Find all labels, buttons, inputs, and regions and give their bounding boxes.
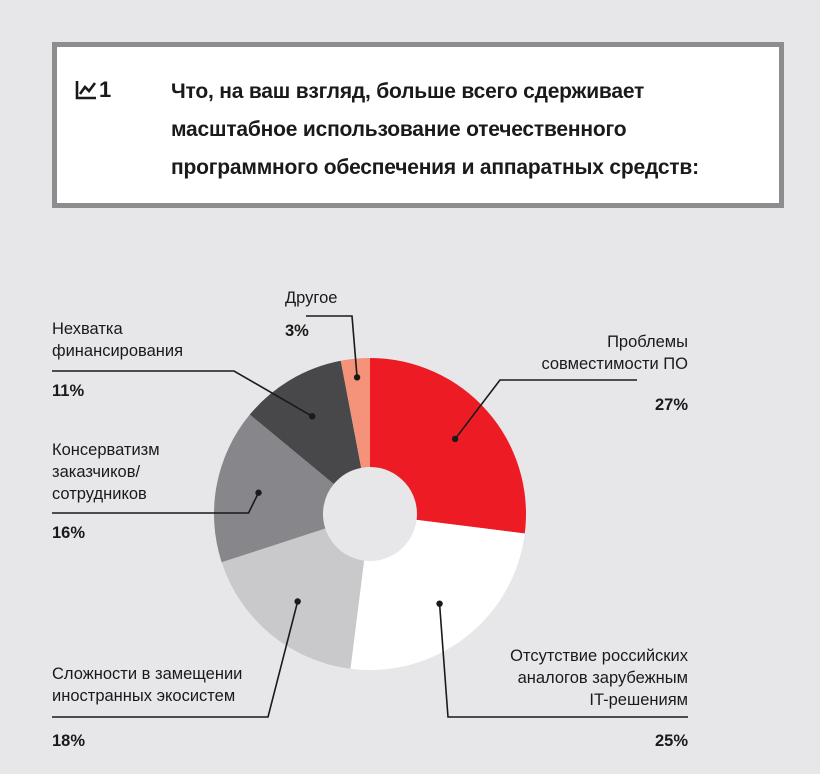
slice-label-line: Сложности в замещении	[52, 665, 242, 683]
slice-label-line: совместимости ПО	[541, 355, 688, 373]
leader-line-1	[438, 603, 688, 718]
slice-value-3: 16%	[52, 524, 85, 542]
leader-dot-2	[294, 598, 301, 605]
slice-label-0: Проблемы совместимости ПО	[541, 333, 688, 373]
slice-5	[340, 358, 370, 468]
leader-dot-5	[353, 374, 361, 381]
slice-label-line: Консерватизм	[52, 441, 160, 459]
slice-label-line: финансирования	[52, 342, 183, 360]
leader-line-5	[306, 315, 358, 378]
slice-label-line: Другое	[285, 289, 337, 307]
leader-dot-3	[255, 489, 262, 496]
slice-value-2: 18%	[52, 732, 85, 750]
slice-value-1: 25%	[655, 732, 688, 750]
leader-dot-1	[436, 600, 443, 607]
slice-value-4: 11%	[52, 382, 84, 400]
slice-label-line: аналогов зарубежным	[518, 669, 688, 687]
leader-line-2	[52, 601, 299, 718]
slice-label-line: сотрудников	[52, 485, 147, 503]
slice-label-line: IT-решениям	[589, 691, 688, 709]
slice-label-line: иностранных экосистем	[52, 687, 235, 705]
leader-line-4	[52, 370, 313, 417]
slice-label-line: Нехватка	[52, 320, 124, 338]
slice-label-1: Отсутствие российских аналогов зарубежным…	[510, 647, 689, 709]
slice-value-5: 3%	[285, 322, 309, 340]
slice-1	[350, 519, 525, 670]
slice-label-5: Другое	[285, 289, 337, 307]
slice-label-line: Отсутствие российских	[510, 647, 689, 665]
leader-dot-4	[309, 413, 316, 420]
slice-value-0: 27%	[655, 396, 688, 414]
slice-label-line: заказчиков/	[52, 463, 140, 481]
question-number-text: 1	[99, 77, 112, 102]
slice-3	[213, 414, 334, 563]
question-box: 1 Что, на ваш взгляд, больше всего сдерж…	[52, 42, 784, 208]
slice-label-line: Проблемы	[607, 333, 688, 351]
slice-label-3: Консерватизм заказчиков/сотрудников	[52, 441, 160, 503]
question-number: 1	[75, 77, 111, 103]
leader-dot-0	[451, 435, 459, 443]
slice-0	[370, 358, 526, 534]
leader-line-0	[454, 379, 637, 440]
question-text: Что, на ваш взгляд, больше всего сдержив…	[171, 80, 699, 179]
slice-4	[249, 360, 362, 485]
slice-2	[221, 528, 365, 669]
slice-label-4: Нехватка финансирования	[52, 320, 183, 360]
slice-label-2: Сложности в замещении иностранных экосист…	[52, 665, 242, 705]
chart-line-icon	[75, 81, 97, 100]
leader-line-3	[52, 492, 260, 514]
